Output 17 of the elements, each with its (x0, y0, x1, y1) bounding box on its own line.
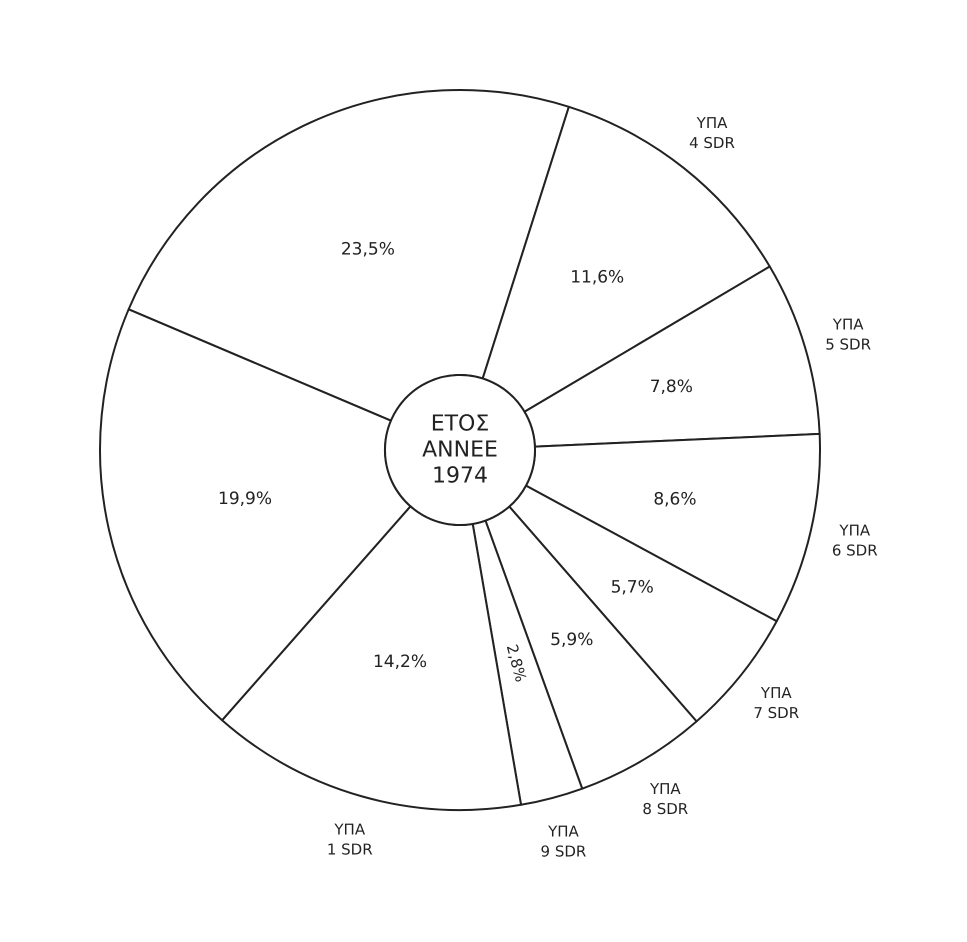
slice-label: ΥΠΑ 7 SDR (753, 684, 800, 722)
slice-label: ΥΠΑ 6 SDR (832, 522, 878, 560)
data-label: 14,2% (372, 652, 427, 672)
data-label: 23,5% (340, 240, 395, 260)
data-label: 11,6% (570, 267, 624, 288)
slice-label: ΥΠΑ 8 SDR (642, 780, 688, 818)
slice-label: ΥΠΑ 4 SDR (689, 114, 735, 152)
data-label: 5,7% (610, 578, 654, 598)
slice-label: ΥΠΑ 5 SDR (825, 315, 872, 354)
slice-label: ΥΠΑ 9 SDR (540, 822, 586, 861)
text: ΕΤΟΣ ANNEE 1974 (422, 412, 498, 488)
slice-label: ΥΠΑ 1 SDR (326, 820, 373, 859)
data-label: 19,9% (218, 488, 272, 509)
data-label: 8,6% (653, 489, 697, 510)
data-label: 2,8% (502, 642, 530, 684)
data-label: 5,9% (550, 630, 594, 650)
data-label: 7,8% (650, 377, 693, 398)
